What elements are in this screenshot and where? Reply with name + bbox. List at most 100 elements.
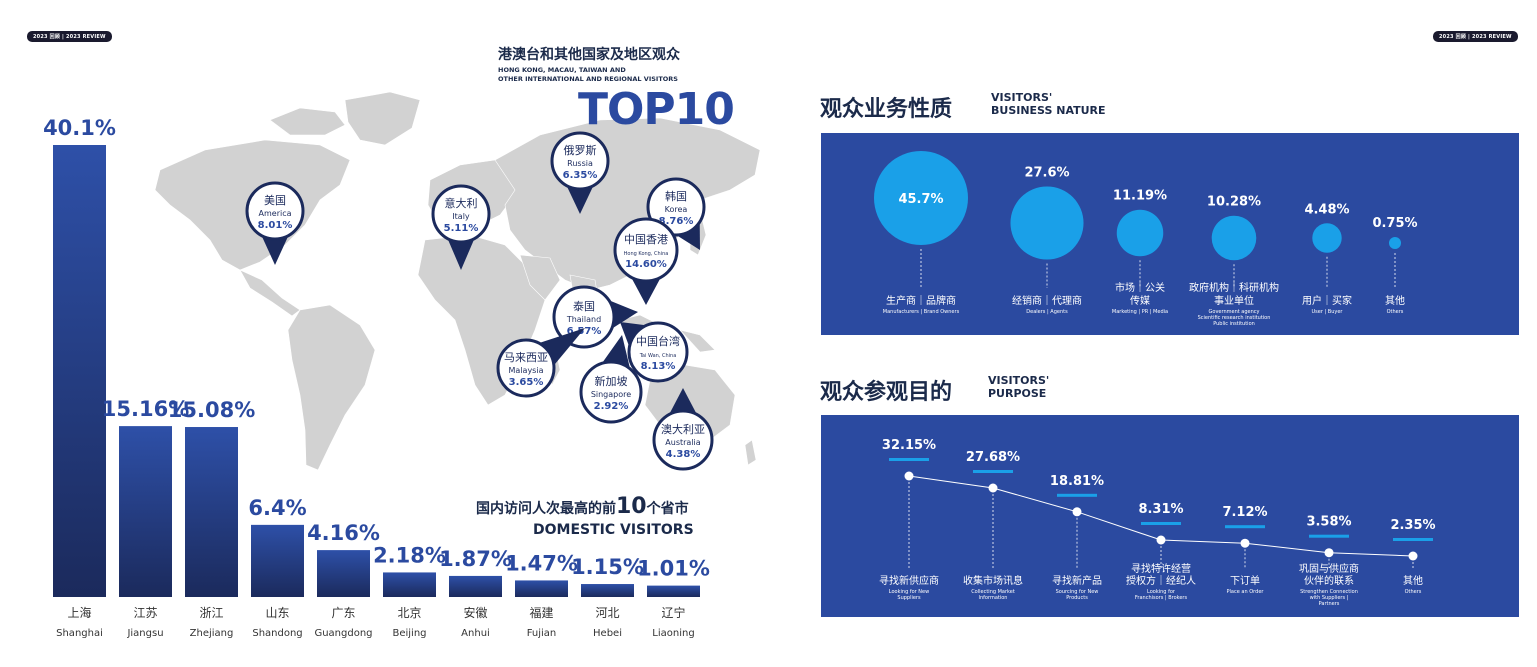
domestic-bar-chart: 40.1% 上海 Shanghai 15.16% 江苏 Jiangsu 15.08% 浙江 Zh… (43, 116, 710, 639)
business-category-en: Public institution (1213, 321, 1255, 327)
bar-category-cn: 安徽 (463, 605, 487, 620)
purpose-category-en: Franchisors | Brokers (1135, 595, 1188, 601)
business-category-en: Others (1387, 309, 1404, 315)
pin-country-en: America (259, 209, 292, 218)
bar-zhejiang (185, 427, 238, 597)
purpose-category-cn: 其他 (1403, 574, 1423, 587)
purpose-point (1240, 538, 1250, 548)
bar-category-en: Fujian (527, 628, 557, 639)
pin-value: 3.65% (509, 377, 544, 388)
bar-category-cn: 辽宁 (661, 605, 685, 620)
pin-country-cn: 韩国 (665, 189, 687, 203)
domestic-title-en: DOMESTIC VISITORS (533, 522, 694, 538)
pin-country-cn: 中国香港 (624, 233, 668, 246)
purpose-value-label: 8.31% (1138, 502, 1183, 517)
purpose-point (1156, 535, 1166, 545)
purpose-category-en: Partners (1319, 601, 1340, 607)
purpose-category-en: Collecting Market (971, 589, 1015, 595)
pin-pointer (447, 238, 475, 270)
purpose-point (1324, 548, 1334, 558)
bar-hebei (581, 584, 634, 597)
pin-pointer (669, 388, 697, 415)
bar-category-cn: 福建 (529, 605, 553, 620)
business-value-label: 10.28% (1207, 195, 1261, 210)
domestic-title-cn-part1: 国内访问人次最高的前 (476, 501, 616, 517)
pin-circle (579, 360, 643, 424)
business-category-en: Scientific research institution (1198, 315, 1271, 321)
purpose-value-underline (1057, 493, 1097, 497)
pin-country-en: Malaysia (509, 366, 544, 375)
purpose-title-en-2: PURPOSE (988, 387, 1047, 400)
purpose-category-en: Products (1066, 595, 1088, 601)
pin-country-cn: 俄罗斯 (564, 144, 597, 157)
purpose-value-underline (1141, 522, 1181, 525)
purpose-point (1408, 551, 1418, 561)
purpose-category-en: with Suppliers | (1310, 595, 1349, 601)
purpose-value-label: 32.15% (882, 438, 936, 453)
pin-country-en: Italy (452, 212, 470, 221)
map-title-en-1: HONG KONG, MACAU, TAIWAN AND (498, 66, 626, 74)
business-category-cn: 经销商｜代理商 (1012, 294, 1082, 307)
bar-category-en: Guangdong (314, 628, 372, 639)
business-bubble (1211, 215, 1257, 261)
right-page: 2023 回顾 | 2023 REVIEW 观众业务性质 VISITORS' B… (768, 0, 1537, 667)
purpose-panel (821, 415, 1519, 617)
business-category-cn: 生产商｜品牌商 (886, 294, 956, 307)
pin-value: 6.57% (567, 326, 602, 337)
purpose-point (904, 471, 914, 481)
bar-beijing (383, 572, 436, 597)
bar-category-en: Liaoning (652, 628, 694, 639)
purpose-category-en: Others (1405, 589, 1422, 595)
purpose-value-underline (1393, 538, 1433, 541)
business-category-en: Government agency (1209, 309, 1260, 315)
bar-category-en: Anhui (461, 628, 490, 639)
business-category-cn: 政府机构｜科研机构 (1189, 281, 1279, 294)
business-category-en: User | Buyer (1312, 309, 1344, 315)
pin-country-en: Tai Wan, China (639, 353, 677, 359)
business-value-label: 45.7% (898, 192, 943, 207)
purpose-category-cn: 下订单 (1230, 575, 1260, 587)
bar-shanghai (53, 145, 106, 597)
pin-country-cn: 马来西亚 (504, 351, 548, 364)
purpose-category-en: Sourcing for New (1056, 589, 1099, 595)
bar-liaoning (647, 585, 700, 597)
business-bubble (1010, 186, 1084, 260)
business-title-en-1: VISITORS' (991, 91, 1053, 104)
business-value-label: 11.19% (1113, 189, 1167, 204)
pin-circle (496, 338, 556, 398)
purpose-point (1072, 507, 1082, 517)
purpose-category-cn: 寻找特许经营 (1131, 562, 1191, 575)
pin-value: 6.35% (563, 170, 598, 181)
purpose-category-cn: 伙伴的联系 (1304, 574, 1354, 587)
bar-value-label: 15.08% (168, 398, 255, 422)
bar-value-label: 15.16% (102, 397, 189, 421)
pin-circle (431, 184, 491, 244)
purpose-value-underline (973, 470, 1013, 473)
business-title-en-2: BUSINESS NATURE (991, 104, 1106, 117)
bar-category-cn: 上海 (67, 605, 91, 620)
bar-category-en: Shanghai (56, 628, 103, 639)
pin-country-cn: 泰国 (573, 299, 595, 313)
pin-value: 8.76% (659, 216, 694, 227)
business-bubble (874, 151, 968, 245)
pin-country-en: Hong Kong, China (624, 251, 669, 257)
business-category-cn: 用户｜买家 (1302, 294, 1352, 307)
bar-anhui (449, 575, 502, 597)
pin-country-cn: 澳大利亚 (661, 422, 705, 436)
left-chart-svg: 40.1% 上海 Shanghai 15.16% 江苏 Jiangsu 15.08% 浙江 Zh… (43, 91, 761, 639)
purpose-title-en-1: VISITORS' (988, 374, 1050, 387)
purpose-category-cn: 寻找新供应商 (879, 574, 939, 587)
business-bubble (1116, 209, 1164, 257)
purpose-value-label: 3.58% (1306, 515, 1351, 530)
pin-circle (627, 321, 689, 383)
bar-value-label: 2.18% (373, 543, 446, 567)
pin-country-cn: 意大利 (445, 196, 478, 210)
purpose-category-en: Looking for New (889, 589, 929, 595)
bar-shandong (251, 524, 304, 597)
purpose-category-cn: 收集市场讯息 (963, 574, 1023, 587)
business-bubble (1388, 236, 1402, 250)
pin-value: 14.60% (625, 259, 667, 270)
bar-category-cn: 浙江 (199, 606, 223, 620)
pin-country-cn: 新加坡 (595, 374, 628, 388)
